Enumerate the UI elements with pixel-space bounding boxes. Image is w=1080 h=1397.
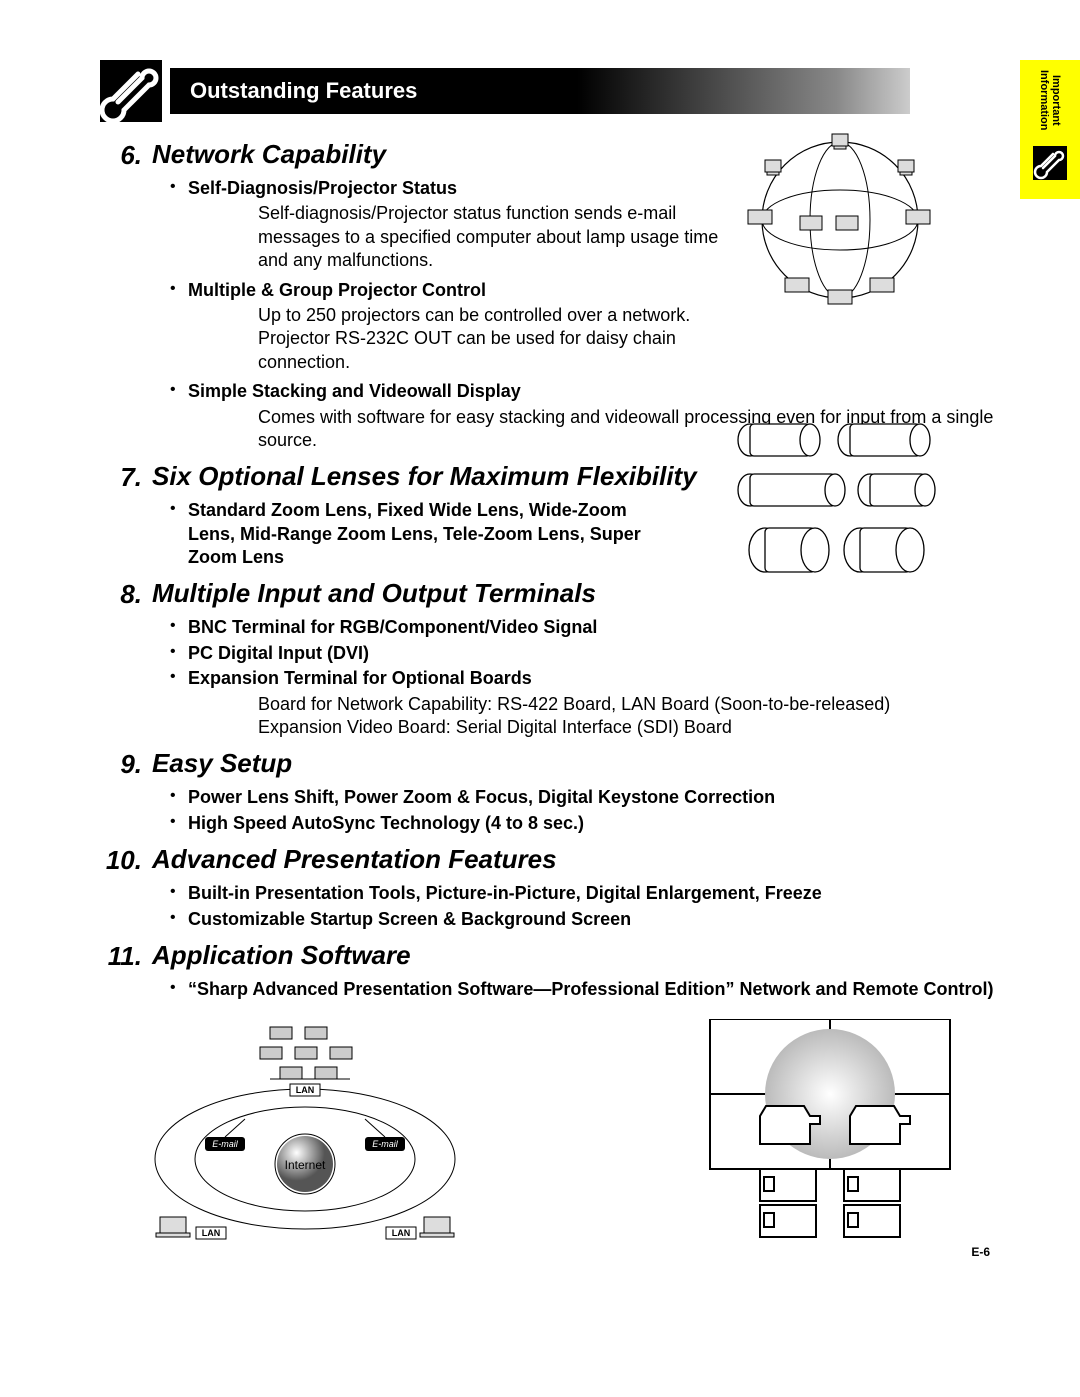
lenses-diagram bbox=[730, 420, 940, 600]
bullet-dot-icon: • bbox=[170, 882, 188, 903]
bullet-dot-icon: • bbox=[170, 380, 188, 401]
bullet-heading: BNC Terminal for RGB/Component/Video Sig… bbox=[188, 616, 597, 639]
svg-text:Internet: Internet bbox=[285, 1158, 326, 1172]
bullet-list: •Power Lens Shift, Power Zoom & Focus, D… bbox=[170, 786, 1000, 835]
bullet-heading: Customizable Startup Screen & Background… bbox=[188, 908, 631, 931]
bullet-heading: Self-Diagnosis/Projector Status bbox=[188, 177, 457, 200]
section-title: Six Optional Lenses for Maximum Flexibil… bbox=[152, 462, 697, 492]
section-title: Advanced Presentation Features bbox=[152, 845, 557, 875]
svg-text:LAN: LAN bbox=[202, 1228, 221, 1238]
bullet-dot-icon: • bbox=[170, 177, 188, 198]
section-number: 10. bbox=[100, 845, 152, 876]
section-heading: 10.Advanced Presentation Features bbox=[100, 845, 1000, 876]
bullet-item: •Power Lens Shift, Power Zoom & Focus, D… bbox=[170, 786, 1000, 809]
bullet-heading: Standard Zoom Lens, Fixed Wide Lens, Wid… bbox=[188, 499, 658, 569]
bullet-item: •Customizable Startup Screen & Backgroun… bbox=[170, 908, 1000, 931]
bullet-heading: “Sharp Advanced Presentation Software—Pr… bbox=[188, 978, 993, 1001]
section-title: Multiple Input and Output Terminals bbox=[152, 579, 596, 609]
section-number: 8. bbox=[100, 579, 152, 610]
bullet-heading: Multiple & Group Projector Control bbox=[188, 279, 486, 302]
section-title: Network Capability bbox=[152, 140, 386, 170]
header-bar: Outstanding Features bbox=[100, 60, 1000, 122]
page-number: E-6 bbox=[971, 1245, 990, 1259]
clip-header-icon bbox=[100, 60, 162, 122]
internet-diagram: Internet LAN LAN LAN bbox=[150, 1019, 460, 1249]
bullet-heading: Built-in Presentation Tools, Picture-in-… bbox=[188, 882, 822, 905]
bullet-list: •“Sharp Advanced Presentation Software—P… bbox=[170, 978, 1000, 1001]
bullet-item: •High Speed AutoSync Technology (4 to 8 … bbox=[170, 812, 1000, 835]
page-title: Outstanding Features bbox=[170, 68, 910, 114]
bullet-heading: Power Lens Shift, Power Zoom & Focus, Di… bbox=[188, 786, 775, 809]
svg-text:E-mail: E-mail bbox=[372, 1139, 399, 1149]
bullet-item: •BNC Terminal for RGB/Component/Video Si… bbox=[170, 616, 1000, 639]
bullet-dot-icon: • bbox=[170, 616, 188, 637]
bullet-item: •“Sharp Advanced Presentation Software—P… bbox=[170, 978, 1000, 1001]
bullet-list: •Built-in Presentation Tools, Picture-in… bbox=[170, 882, 1000, 931]
section-heading: 11.Application Software bbox=[100, 941, 1000, 972]
section-title: Easy Setup bbox=[152, 749, 292, 779]
bullet-body: Self-diagnosis/Projector status function… bbox=[258, 202, 748, 272]
bullet-item: •Expansion Terminal for Optional Boards bbox=[170, 667, 1000, 690]
bullet-item: •Simple Stacking and Videowall Display bbox=[170, 380, 1000, 403]
section-number: 6. bbox=[100, 140, 152, 171]
stacking-diagram bbox=[690, 1019, 970, 1249]
bullet-dot-icon: • bbox=[170, 279, 188, 300]
bullet-heading: Simple Stacking and Videowall Display bbox=[188, 380, 521, 403]
bullet-dot-icon: • bbox=[170, 642, 188, 663]
bullet-heading: PC Digital Input (DVI) bbox=[188, 642, 369, 665]
bullet-item: •PC Digital Input (DVI) bbox=[170, 642, 1000, 665]
svg-text:E-mail: E-mail bbox=[212, 1139, 239, 1149]
bullet-dot-icon: • bbox=[170, 499, 188, 520]
bullet-list: •BNC Terminal for RGB/Component/Video Si… bbox=[170, 616, 1000, 739]
section-number: 9. bbox=[100, 749, 152, 780]
section-number: 7. bbox=[100, 462, 152, 493]
bullet-heading: Expansion Terminal for Optional Boards bbox=[188, 667, 532, 690]
bullet-dot-icon: • bbox=[170, 786, 188, 807]
section-number: 11. bbox=[100, 941, 152, 972]
bullet-dot-icon: • bbox=[170, 978, 188, 999]
bullet-heading: High Speed AutoSync Technology (4 to 8 s… bbox=[188, 812, 584, 835]
bullet-dot-icon: • bbox=[170, 908, 188, 929]
page: Outstanding Features bbox=[0, 0, 1080, 1289]
bullet-body: Board for Network Capability: RS-422 Boa… bbox=[258, 693, 1000, 740]
footer-figures: Internet LAN LAN LAN bbox=[90, 1019, 1000, 1249]
bullet-dot-icon: • bbox=[170, 812, 188, 833]
network-diagram bbox=[740, 130, 940, 310]
svg-text:LAN: LAN bbox=[392, 1228, 411, 1238]
section-heading: 9.Easy Setup bbox=[100, 749, 1000, 780]
bullet-dot-icon: • bbox=[170, 667, 188, 688]
bullet-item: •Built-in Presentation Tools, Picture-in… bbox=[170, 882, 1000, 905]
section-title: Application Software bbox=[152, 941, 411, 971]
svg-text:LAN: LAN bbox=[296, 1085, 315, 1095]
bullet-body: Up to 250 projectors can be controlled o… bbox=[258, 304, 748, 374]
